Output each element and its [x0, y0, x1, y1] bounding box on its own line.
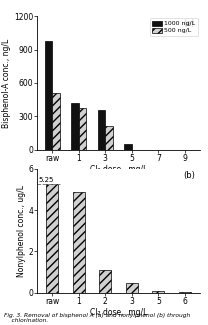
Text: (b): (b) [183, 172, 195, 180]
Bar [52, 93, 59, 150]
Bar [105, 126, 113, 150]
Bar [126, 283, 138, 292]
X-axis label: Cl₂ dose,  mg/L: Cl₂ dose, mg/L [90, 308, 147, 318]
Bar [45, 41, 52, 150]
Text: Fig. 3. Removal of bisphenol A (a) and nonylphenol (b) through
    chlorination.: Fig. 3. Removal of bisphenol A (a) and n… [4, 313, 190, 323]
Bar [79, 108, 86, 150]
Y-axis label: Bisphenol-A conc., ng/L: Bisphenol-A conc., ng/L [2, 38, 11, 127]
Y-axis label: Nonylphenol conc., ug/L: Nonylphenol conc., ug/L [17, 185, 26, 277]
Bar [99, 270, 111, 292]
Bar [98, 110, 105, 150]
Bar [152, 291, 165, 292]
Bar [179, 292, 191, 293]
Bar [46, 185, 58, 292]
Bar [124, 144, 132, 150]
Bar [71, 103, 79, 150]
X-axis label: Cl₂ dose,  mg/L: Cl₂ dose, mg/L [90, 165, 147, 175]
Text: (a): (a) [183, 19, 195, 28]
Bar [73, 192, 85, 292]
Legend: 1000 ng/L, 500 ng/L: 1000 ng/L, 500 ng/L [150, 18, 198, 36]
Text: 5.25: 5.25 [39, 177, 54, 183]
